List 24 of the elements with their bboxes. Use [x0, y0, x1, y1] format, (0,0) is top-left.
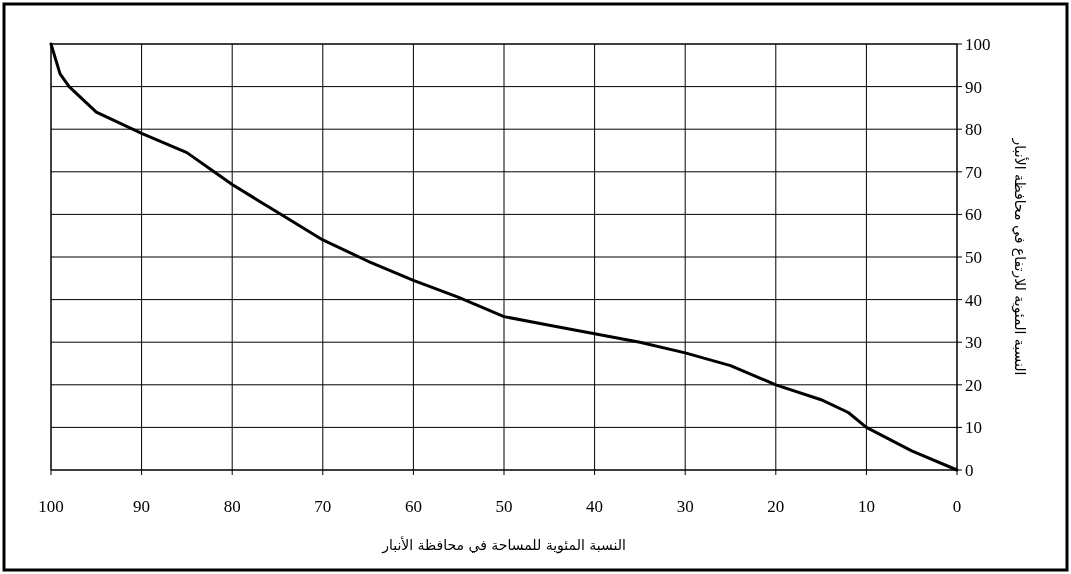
y-tick-label: 100 — [965, 35, 991, 54]
y-tick-label: 90 — [965, 77, 982, 97]
y-tick-label: 70 — [965, 162, 982, 182]
y-tick-label: 40 — [965, 290, 982, 310]
x-tick-label: 20 — [767, 497, 785, 516]
x-tick-label: 50 — [495, 497, 513, 516]
y-tick-label: 60 — [965, 205, 982, 225]
x-tick-label: 90 — [133, 497, 151, 516]
x-tick-label: 40 — [586, 497, 604, 516]
y-axis-title: النسبة المئوية للارتفاع في محافظة الأنبار — [1011, 137, 1029, 376]
y-tick-label: 80 — [965, 120, 982, 140]
y-tick-label: 10 — [965, 418, 982, 438]
x-tick-label: 100 — [38, 497, 64, 516]
x-axis-title: النسبة المئوية للمساحة في محافظة الأنبار — [381, 536, 626, 554]
y-tick-label: 30 — [965, 333, 982, 353]
x-tick-label: 80 — [223, 497, 241, 516]
x-tick-label: 70 — [314, 497, 332, 516]
x-tick-label: 10 — [857, 497, 875, 516]
x-tick-label: 30 — [676, 497, 694, 516]
x-tick-label: 0 — [952, 497, 962, 516]
y-tick-label: 0 — [965, 461, 974, 480]
x-tick-label: 60 — [404, 497, 422, 516]
y-tick-label: 50 — [965, 248, 982, 267]
y-tick-label: 20 — [965, 375, 982, 395]
